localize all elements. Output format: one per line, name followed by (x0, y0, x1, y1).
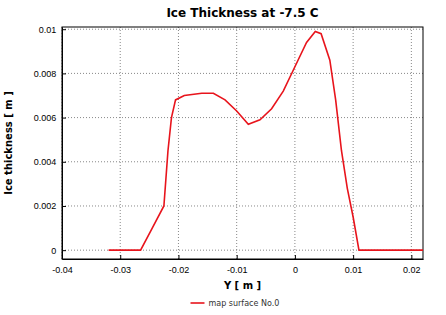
x-tick-mark (178, 255, 179, 259)
grid-line-x (178, 27, 179, 259)
x-tick-mark (353, 255, 354, 259)
y-tick: 0.004 (34, 157, 66, 167)
y-tick-mark (62, 250, 66, 251)
x-tick: -0.01 (227, 255, 248, 275)
x-tick: 0.01 (345, 255, 363, 275)
y-tick-label: 0.006 (34, 113, 57, 123)
x-tick-mark (295, 255, 296, 259)
legend-label: map surface No.0 (209, 299, 280, 308)
y-tick-mark (62, 29, 66, 30)
x-tick-mark (237, 255, 238, 259)
x-tick: -0.03 (110, 255, 131, 275)
x-tick: 0 (293, 255, 298, 275)
x-tick-label: -0.02 (169, 265, 190, 275)
grid-line-y (62, 73, 423, 74)
grid-line-x (236, 27, 237, 259)
y-tick: 0 (51, 246, 66, 256)
legend-swatch (191, 302, 205, 304)
y-tick: 0.006 (34, 113, 66, 123)
grid-line-y (62, 29, 423, 30)
x-axis-title: Y [ m ] (223, 280, 261, 291)
x-tick-label: -0.04 (52, 265, 73, 275)
legend: map surface No.0 (191, 299, 280, 308)
y-tick-label: 0.008 (34, 69, 57, 79)
grid-line-y (62, 205, 423, 206)
x-tick-label: -0.01 (227, 265, 248, 275)
grid-line-x (120, 27, 121, 259)
grid-line-x (294, 27, 295, 259)
y-tick-label: 0.01 (39, 25, 57, 35)
x-tick-mark (411, 255, 412, 259)
x-tick-label: -0.03 (110, 265, 131, 275)
y-axis: 0 0.002 0.004 0.006 0.008 0.01 (34, 25, 66, 260)
y-tick-label: 0.002 (34, 201, 57, 211)
plot-frame (62, 27, 423, 259)
plot-area (109, 31, 423, 250)
x-tick: 0.02 (403, 255, 421, 275)
y-tick-mark (62, 118, 66, 119)
grid-line-y (62, 161, 423, 162)
grid-line-x (353, 27, 354, 259)
chart: -0.04 -0.03 -0.02 -0.01 0 0.01 0.02 0 0.002 0.004… (0, 0, 446, 315)
grid (62, 27, 423, 259)
series-line (109, 31, 423, 250)
x-tick-label: 0 (293, 265, 298, 275)
y-tick-label: 0 (51, 246, 56, 256)
x-tick-label: 0.02 (403, 265, 421, 275)
x-tick: -0.02 (169, 255, 190, 275)
title: Ice Thickness at -7.5 C (166, 6, 318, 20)
y-axis-title: Ice thickness [ m ] (3, 91, 14, 195)
y-tick-mark (62, 162, 66, 163)
y-tick: 0.008 (34, 69, 66, 79)
x-tick-mark (120, 255, 121, 259)
y-tick-mark (62, 206, 66, 207)
grid-line-x (411, 27, 412, 259)
x-axis: -0.04 -0.03 -0.02 -0.01 0 0.01 0.02 (52, 255, 423, 275)
y-tick: 0.002 (34, 201, 66, 211)
y-tick-mark (62, 73, 66, 74)
x-tick-label: 0.01 (345, 265, 363, 275)
y-tick-label: 0.004 (34, 157, 57, 167)
